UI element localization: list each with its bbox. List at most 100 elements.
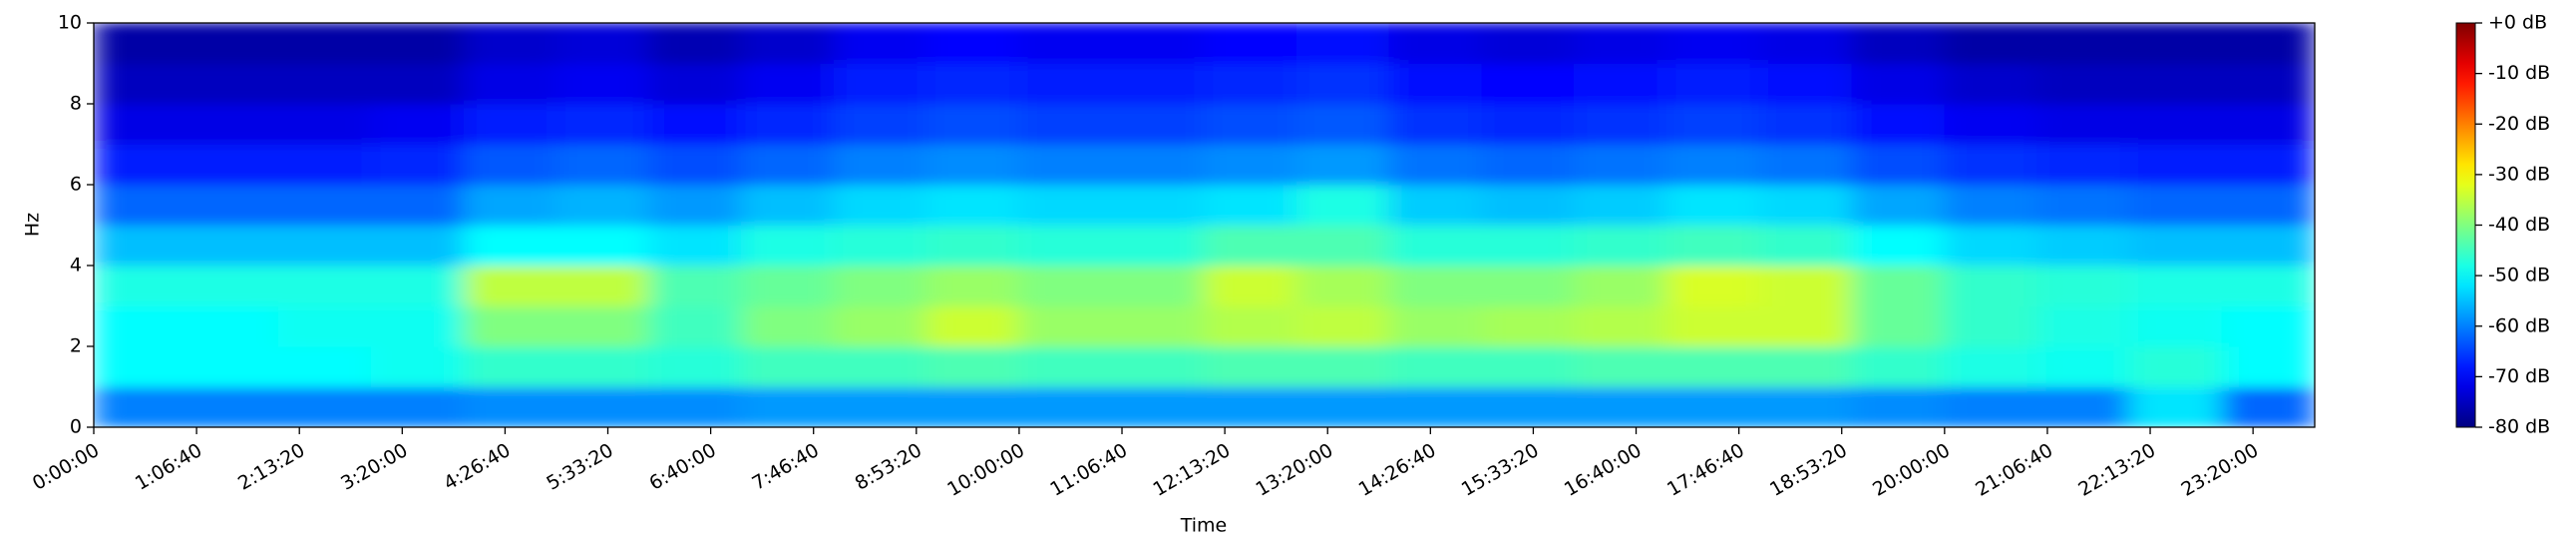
spectrogram-cell — [1851, 103, 1946, 145]
spectrogram-cell — [278, 103, 372, 145]
spectrogram-cell — [2036, 265, 2130, 306]
spectrogram-cell — [648, 23, 743, 64]
spectrogram-cell — [741, 225, 835, 267]
x-tick-label: 7:46:40 — [749, 439, 823, 495]
spectrogram-cell — [1665, 23, 1760, 64]
spectrogram-cell — [2221, 386, 2315, 427]
spectrogram-cell — [1018, 225, 1113, 267]
spectrogram-cell — [1295, 225, 1390, 267]
spectrogram-cell — [1944, 103, 2038, 145]
spectrogram-cell — [555, 305, 650, 347]
spectrogram-cell — [648, 345, 743, 387]
colorbar-tick-label: -40 dB — [2488, 214, 2550, 236]
spectrogram-cell — [833, 265, 927, 306]
x-tick-label: 5:33:20 — [543, 439, 616, 495]
spectrogram-cell — [278, 144, 372, 186]
spectrogram-cell — [1018, 103, 1113, 145]
spectrogram-cell — [2036, 23, 2130, 64]
spectrogram-cell — [833, 184, 927, 226]
spectrogram-cell — [1758, 103, 1853, 145]
spectrogram-cell — [1204, 23, 1297, 64]
x-tick-label: 17:46:40 — [1663, 439, 1748, 501]
spectrogram-cell — [741, 305, 835, 347]
spectrogram-cell — [648, 63, 743, 105]
spectrogram-cell — [741, 345, 835, 387]
spectrogram-cell — [370, 345, 465, 387]
spectrogram-cell — [555, 144, 650, 186]
spectrogram-cell — [1944, 184, 2038, 226]
spectrogram-cell — [185, 305, 280, 347]
spectrogram-cell — [370, 144, 465, 186]
spectrogram-cell — [370, 63, 465, 105]
spectrogram-cell — [1758, 23, 1853, 64]
spectrogram — [94, 23, 2315, 427]
spectrogram-cell — [1204, 386, 1297, 427]
spectrogram-cell — [1388, 103, 1483, 145]
colorbar-tick-label: -30 dB — [2488, 163, 2550, 185]
spectrogram-cell — [1388, 225, 1483, 267]
spectrogram-cell — [2128, 23, 2223, 64]
spectrogram-cell — [2036, 103, 2130, 145]
spectrogram-cell — [463, 103, 557, 145]
y-tick-label: 4 — [70, 255, 82, 276]
spectrogram-cell — [1665, 144, 1760, 186]
spectrogram-cell — [1388, 265, 1483, 306]
spectrogram-cell — [555, 63, 650, 105]
spectrogram-cell — [94, 63, 187, 105]
spectrogram-cell — [1574, 225, 1667, 267]
spectrogram-cell — [185, 23, 280, 64]
colorbar-tick-label: -70 dB — [2488, 365, 2550, 387]
spectrogram-cell — [1758, 225, 1853, 267]
spectrogram-cell — [741, 23, 835, 64]
spectrogram-cell — [185, 386, 280, 427]
spectrogram-cell — [648, 184, 743, 226]
spectrogram-cell — [1018, 63, 1113, 105]
spectrogram-cell — [1758, 184, 1853, 226]
spectrogram-cell — [1574, 63, 1667, 105]
spectrogram-cell — [1388, 305, 1483, 347]
colorbar-tick-label: +0 dB — [2488, 12, 2547, 34]
plot-frame — [93, 22, 2316, 428]
spectrogram-cell — [1204, 184, 1297, 226]
spectrogram-cell — [1481, 63, 1576, 105]
x-tick-label: 1:06:40 — [132, 439, 205, 495]
spectrogram-cell — [2221, 225, 2315, 267]
spectrogram-cell — [555, 225, 650, 267]
x-tick-label: 18:53:20 — [1766, 439, 1851, 501]
spectrogram-cell — [1481, 23, 1576, 64]
spectrogram-cell — [1111, 103, 1205, 145]
spectrogram-cell — [185, 345, 280, 387]
spectrogram-cell — [1111, 225, 1205, 267]
spectrogram-cell — [833, 63, 927, 105]
spectrogram-cell — [463, 265, 557, 306]
spectrogram-cell — [1388, 23, 1483, 64]
spectrogram-cell — [925, 103, 1020, 145]
spectrogram-cell — [1388, 184, 1483, 226]
spectrogram-cell — [94, 184, 187, 226]
spectrogram-cell — [2036, 144, 2130, 186]
spectrogram-cell — [278, 184, 372, 226]
x-tick-label: 2:13:20 — [234, 439, 308, 495]
spectrogram-cell — [278, 386, 372, 427]
x-tick-label: 4:26:40 — [440, 439, 514, 495]
spectrogram-cell — [1481, 225, 1576, 267]
spectrogram-cell — [1295, 386, 1390, 427]
x-tick-label: 3:20:00 — [337, 439, 411, 495]
y-tick-label: 0 — [70, 416, 82, 438]
y-tick-label: 6 — [70, 174, 82, 196]
spectrogram-cell — [370, 265, 465, 306]
spectrogram-cell — [1295, 144, 1390, 186]
spectrogram-cell — [1851, 386, 1946, 427]
spectrogram-cell — [1204, 225, 1297, 267]
spectrogram-cell — [925, 23, 1020, 64]
spectrogram-cell — [463, 225, 557, 267]
spectrogram-cell — [2128, 305, 2223, 347]
spectrogram-cell — [2036, 184, 2130, 226]
spectrogram-cell — [925, 305, 1020, 347]
spectrogram-cell — [1018, 144, 1113, 186]
spectrogram-cell — [741, 386, 835, 427]
spectrogram-cell — [1295, 184, 1390, 226]
spectrogram-cell — [1018, 305, 1113, 347]
spectrogram-cell — [648, 265, 743, 306]
